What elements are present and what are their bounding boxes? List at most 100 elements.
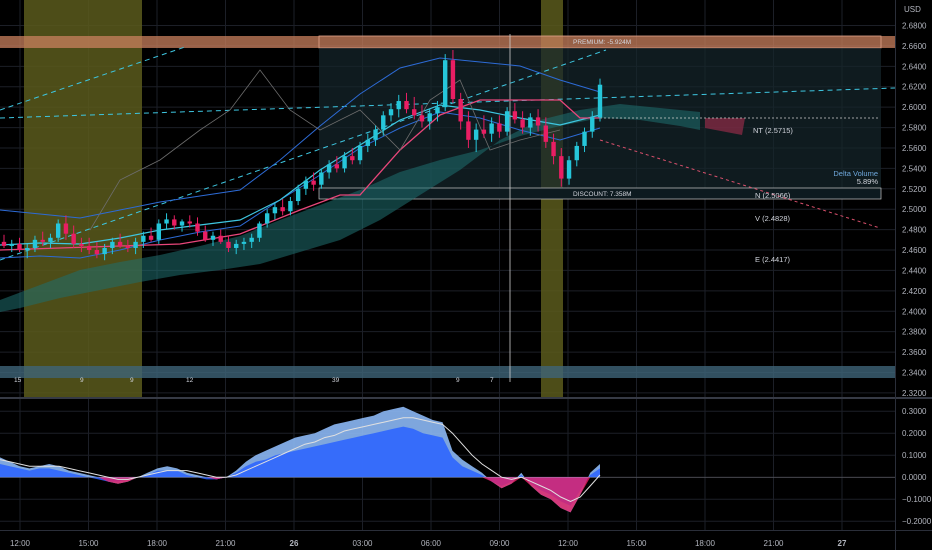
price-tick-label: 2.5200 bbox=[902, 185, 927, 194]
candle-body bbox=[86, 245, 92, 251]
candle-body bbox=[350, 156, 355, 161]
osc-tick-label: 0.2000 bbox=[902, 429, 927, 438]
candle-body bbox=[473, 129, 479, 140]
time-tick-label: 03:00 bbox=[352, 539, 373, 548]
candle-body bbox=[590, 117, 595, 132]
candle-body bbox=[559, 156, 564, 179]
session-band-1 bbox=[24, 0, 142, 398]
ichimoku-cloud-bearish bbox=[705, 118, 745, 135]
candle-body bbox=[466, 121, 471, 140]
price-tick-label: 2.4000 bbox=[902, 307, 927, 316]
tenkan-line bbox=[0, 104, 601, 246]
trendline-falling bbox=[599, 139, 881, 229]
candle-body bbox=[32, 239, 38, 248]
time-tick-label: 12:00 bbox=[558, 539, 579, 548]
level-n-label: N (2.5066) bbox=[755, 191, 791, 200]
time-tick-label: 06:00 bbox=[421, 539, 442, 548]
currency-label: USD bbox=[904, 5, 921, 14]
discount-box bbox=[318, 187, 882, 200]
vp-count: 9 bbox=[456, 377, 460, 384]
candle-body bbox=[40, 239, 45, 242]
candle-body bbox=[264, 213, 270, 224]
oscillator-panel bbox=[0, 406, 895, 522]
kijun-line bbox=[0, 99, 600, 251]
candle-body bbox=[551, 141, 556, 157]
candle-body bbox=[342, 156, 347, 169]
trendline-upper-left bbox=[0, 46, 186, 111]
candle-body bbox=[125, 245, 131, 248]
price-tick-label: 2.4400 bbox=[902, 266, 927, 275]
time-tick-label: 21:00 bbox=[763, 539, 784, 548]
discount-label: DISCOUNT: 7.358M bbox=[573, 191, 632, 198]
candle-body bbox=[326, 164, 332, 173]
candle-body bbox=[489, 123, 494, 134]
osc-tick-label: 0.3000 bbox=[902, 407, 927, 416]
candle-body bbox=[535, 117, 541, 126]
candle-body bbox=[288, 201, 293, 212]
candle-body bbox=[334, 164, 340, 169]
candle-body bbox=[17, 243, 22, 251]
delta-volume-title: Delta Volume bbox=[833, 169, 878, 178]
candle-body bbox=[597, 84, 603, 118]
price-tick-label: 2.6400 bbox=[902, 62, 927, 71]
price-tick-label: 2.6200 bbox=[902, 83, 927, 92]
candle-body bbox=[450, 60, 456, 99]
candle-body bbox=[195, 223, 200, 232]
price-tick-label: 2.3600 bbox=[902, 348, 927, 357]
candle-body bbox=[373, 129, 378, 140]
candle-body bbox=[388, 109, 394, 116]
candle-body bbox=[94, 250, 100, 255]
candle-body bbox=[179, 221, 185, 226]
candle-body bbox=[9, 243, 14, 246]
osc-tick-label: −0.1000 bbox=[902, 495, 932, 504]
price-tick-label: 2.5400 bbox=[902, 164, 927, 173]
level-nt-label: NT (2.5715) bbox=[753, 126, 793, 135]
osc-area-negative bbox=[0, 477, 600, 513]
vp-count: 15 bbox=[14, 377, 22, 384]
time-tick-label: 27 bbox=[838, 539, 847, 548]
candle-body bbox=[156, 223, 162, 240]
candle-body bbox=[303, 180, 309, 189]
candle-body bbox=[280, 207, 285, 212]
candle-body bbox=[48, 237, 53, 242]
time-axis[interactable]: 12:00 15:00 18:00 21:00 26 03:00 06:00 09:00 12:… bbox=[10, 539, 847, 548]
candle-body bbox=[381, 115, 386, 130]
premium-label: PREMIUM: -5.924M bbox=[573, 39, 631, 46]
candle-body bbox=[110, 241, 115, 248]
vp-count: 12 bbox=[186, 377, 194, 384]
time-tick-label: 21:00 bbox=[215, 539, 236, 548]
candle-body bbox=[249, 237, 254, 242]
candle-body bbox=[272, 207, 278, 214]
price-tick-label: 2.3200 bbox=[902, 389, 927, 398]
candle-body bbox=[419, 115, 425, 122]
candle-body bbox=[79, 243, 84, 246]
candle-body bbox=[55, 223, 61, 238]
candle-body bbox=[133, 241, 138, 248]
osc-signal-line bbox=[0, 417, 601, 502]
candle-body bbox=[497, 123, 502, 132]
candle-body bbox=[566, 160, 572, 179]
candle-body bbox=[241, 241, 247, 244]
oscillator-axis[interactable]: 0.3000 0.2000 0.1000 0.0000 −0.1000 −0.2000 bbox=[902, 407, 932, 526]
candle-body bbox=[311, 180, 316, 185]
candle-body bbox=[458, 98, 463, 122]
candle-body bbox=[520, 119, 525, 128]
candle-body bbox=[141, 235, 146, 242]
candle-body bbox=[295, 188, 301, 202]
price-axis[interactable]: 2.6800 2.6600 2.6400 2.6200 2.6000 2.5800 2.56… bbox=[902, 22, 927, 398]
candles bbox=[1, 50, 603, 261]
candle-body bbox=[435, 107, 440, 114]
candle-body bbox=[164, 219, 169, 224]
price-tick-label: 2.4600 bbox=[902, 246, 927, 255]
candle-body bbox=[148, 235, 154, 240]
price-tick-label: 2.5600 bbox=[902, 144, 927, 153]
candle-body bbox=[543, 125, 549, 142]
vp-count: 9 bbox=[130, 377, 134, 384]
candle-body bbox=[1, 241, 7, 246]
candle-body bbox=[226, 241, 231, 248]
price-tick-label: 2.6800 bbox=[902, 22, 927, 31]
osc-tick-label: 0.1000 bbox=[902, 451, 927, 460]
candle-body bbox=[25, 247, 30, 251]
candle-body bbox=[187, 221, 192, 224]
